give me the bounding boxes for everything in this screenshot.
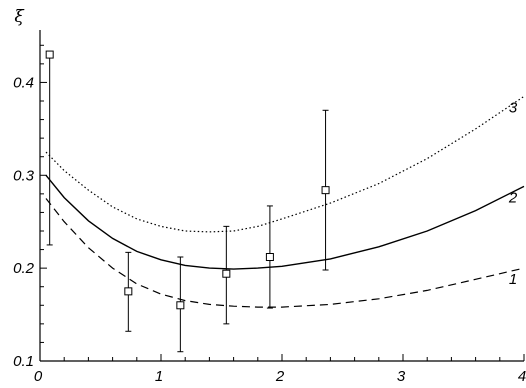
data-point-marker (265, 253, 274, 261)
x-tick-label: 4 (518, 368, 526, 385)
y-tick-label: 0.4 (13, 74, 34, 91)
data-point-marker (45, 50, 54, 59)
x-tick-label: 3 (397, 368, 406, 385)
data-point-marker (176, 301, 185, 310)
series-label-3: 3 (509, 99, 518, 116)
series-label-1: 1 (509, 271, 517, 288)
data-point-marker (321, 186, 330, 195)
series-label-2: 2 (508, 189, 518, 206)
y-axis-label: ξ (14, 7, 25, 27)
series-line-3 (45, 95, 525, 233)
y-tick-label: 0.3 (13, 167, 35, 184)
data-points (45, 50, 330, 353)
y-tick-label: 0.2 (13, 260, 35, 277)
x-tick-label: 0 (34, 368, 43, 385)
series-line-2 (45, 174, 525, 270)
curves (45, 95, 525, 308)
y-tick-label: 0.1 (13, 353, 34, 370)
labels: 0.1 0.2 0.3 0.4 0 1 2 3 4 ξ 1 2 3 (13, 7, 526, 385)
data-point-marker (124, 287, 133, 296)
series-line-1 (45, 198, 525, 308)
axes (39, 30, 525, 362)
x-tick-label: 1 (155, 368, 163, 385)
data-point-marker (222, 269, 231, 278)
x-tick-label: 2 (275, 368, 285, 385)
